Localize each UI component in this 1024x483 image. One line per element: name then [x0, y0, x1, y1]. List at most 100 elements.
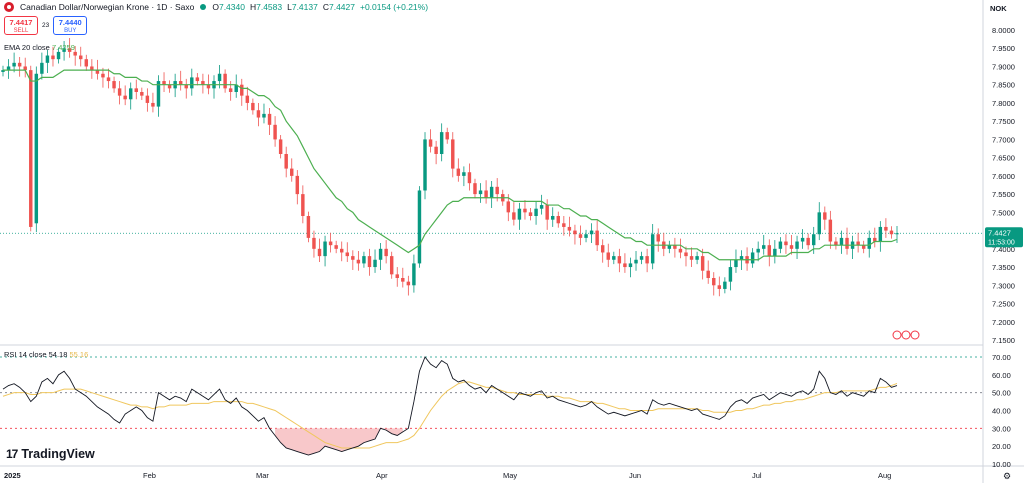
candle-body	[811, 234, 816, 246]
last-price-text: 7.4427	[988, 228, 1011, 237]
candle-body	[484, 190, 488, 198]
price-tick-label: 7.6000	[992, 172, 1015, 181]
candle-body	[645, 256, 649, 264]
candle-body	[884, 226, 888, 231]
candle-body	[84, 59, 89, 67]
candle-body	[45, 55, 50, 63]
close-value: 7.4427	[328, 2, 355, 12]
candle-body	[723, 281, 727, 289]
change-value: +0.0154 (+0.21%)	[359, 2, 429, 12]
rsi-tick-label: 70.00	[992, 353, 1011, 362]
candle-body	[401, 278, 405, 282]
candle-body	[273, 124, 277, 140]
candle-body	[828, 219, 833, 242]
currency-label[interactable]: NOK	[990, 4, 1007, 13]
candle-body	[628, 263, 633, 268]
candle-body	[301, 194, 305, 216]
candle-body	[23, 66, 27, 71]
candle-body	[395, 274, 399, 278]
candle-body	[495, 186, 499, 195]
rsi-tick-label: 50.00	[992, 389, 1011, 398]
settings-gear-icon[interactable]: ⚙	[1003, 471, 1012, 481]
candle-body	[339, 248, 344, 253]
candle-body	[240, 84, 244, 96]
candle-body	[762, 245, 766, 249]
candle-body	[612, 256, 616, 260]
candle-body	[567, 226, 572, 231]
ema-20-line	[3, 69, 898, 261]
candle-body	[51, 55, 55, 60]
candle-body	[773, 248, 777, 257]
candle-body	[90, 66, 94, 71]
rsi-oversold-area	[275, 428, 403, 456]
price-tick-label: 7.4000	[992, 245, 1015, 254]
candle-body	[578, 234, 583, 238]
symbol-header: Canadian Dollar/Norwegian Krone · 1D · S…	[4, 2, 428, 12]
candle-body	[373, 259, 377, 268]
symbol-title[interactable]: Canadian Dollar/Norwegian Krone · 1D · S…	[20, 2, 195, 12]
candle-body	[178, 81, 183, 85]
candle-body	[451, 139, 455, 169]
candle-body	[767, 245, 772, 257]
ema-legend[interactable]: EMA 20 close 7.4259	[4, 43, 75, 52]
buy-button[interactable]: 7.4440 BUY	[53, 16, 88, 35]
candle-body	[190, 77, 194, 89]
time-axis: 2025 Feb Mar Apr May Jun Jul Aug	[4, 471, 891, 480]
tradingview-logo[interactable]: 17 TradingView	[6, 447, 95, 461]
sell-button[interactable]: 7.4417 SELL	[4, 16, 38, 35]
candle-body	[106, 77, 111, 82]
candle-body	[145, 95, 150, 103]
candle-body	[806, 237, 810, 246]
rsi-tick-label: 60.00	[992, 371, 1011, 380]
candle-body	[56, 51, 61, 60]
candle-body	[228, 88, 233, 92]
candle-body	[706, 270, 710, 278]
rsi-ma-line	[2, 381, 898, 449]
candle-body	[140, 92, 144, 96]
candle-body	[878, 226, 883, 242]
candle-body	[306, 216, 311, 238]
candle-body	[6, 66, 11, 71]
candle-body	[634, 259, 638, 264]
price-tick-label: 7.5500	[992, 190, 1015, 199]
time-tick-label: May	[503, 471, 517, 480]
candle-body	[295, 175, 300, 195]
candle-body	[545, 205, 549, 220]
candle-body	[351, 256, 355, 260]
candle-body	[506, 201, 511, 213]
candle-body	[128, 88, 133, 100]
candle-body	[606, 252, 610, 260]
candle-body	[712, 278, 716, 286]
event-marker-icon	[901, 330, 911, 340]
candle-body	[223, 73, 227, 89]
price-tick-label: 7.2000	[992, 318, 1015, 327]
candle-body	[423, 139, 427, 191]
candles	[1, 38, 899, 297]
price-tick-label: 7.9000	[992, 62, 1015, 71]
candle-body	[512, 212, 516, 220]
candle-body	[639, 256, 644, 260]
candle-body	[834, 241, 838, 246]
candle-body	[356, 259, 361, 264]
candle-body	[867, 237, 871, 249]
price-tick-label: 8.0000	[992, 26, 1015, 35]
candle-body	[445, 132, 449, 140]
rsi-legend[interactable]: RSI 14 close 54.18 55.16	[4, 350, 89, 359]
candle-body	[784, 241, 788, 246]
price-tick-label: 7.9500	[992, 44, 1015, 53]
candle-body	[861, 245, 866, 249]
price-tick-label: 7.7000	[992, 135, 1015, 144]
candle-body	[123, 95, 127, 100]
candle-body	[101, 73, 105, 78]
market-open-icon	[200, 4, 207, 10]
candle-body	[739, 256, 744, 260]
candle-body	[262, 113, 266, 118]
time-tick-label: Apr	[376, 471, 388, 480]
candle-body	[595, 230, 599, 246]
candle-body	[345, 252, 349, 257]
candle-body	[617, 256, 622, 264]
price-tick-label: 7.3000	[992, 281, 1015, 290]
candle-body	[428, 139, 433, 147]
candle-body	[528, 212, 533, 216]
